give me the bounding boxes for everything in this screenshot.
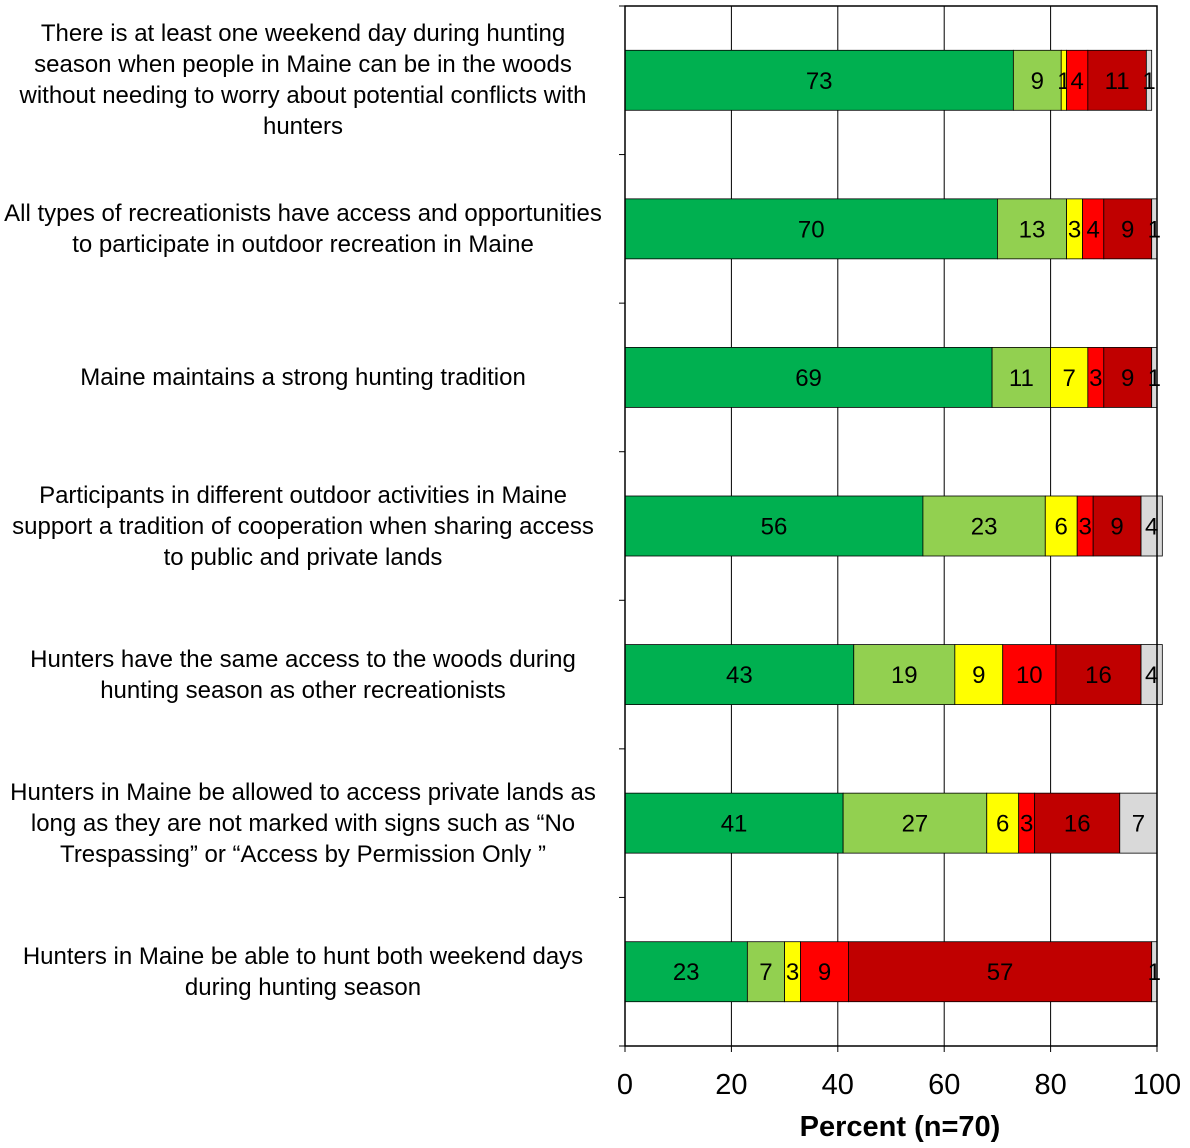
bar-segment bbox=[997, 198, 1067, 260]
bar-series: 73 9 1 4 11 170 13 3 4 9 169 11 7 3 9 156 23 6 3 9 443 19 9 10 1… bbox=[624, 49, 1163, 1003]
category-label: All types of recreationists have access … bbox=[4, 199, 602, 258]
category-label: Participants in different outdoor activi… bbox=[12, 481, 594, 571]
bar-segment bbox=[842, 792, 988, 854]
data-label: 19 bbox=[891, 662, 918, 689]
data-label: 56 bbox=[761, 514, 788, 541]
data-label: 43 bbox=[726, 662, 753, 689]
bar-segment bbox=[624, 49, 1014, 111]
data-label: 16 bbox=[1064, 811, 1091, 838]
data-label: 73 bbox=[806, 68, 833, 95]
data-label: 69 bbox=[795, 365, 822, 392]
data-label: 3 bbox=[1089, 365, 1102, 392]
data-label: 70 bbox=[798, 216, 825, 243]
bar-segment bbox=[1044, 495, 1078, 557]
bar-segment bbox=[954, 644, 1004, 705]
data-label: 3 bbox=[1079, 514, 1092, 541]
category-label: Hunters have the same access to the wood… bbox=[30, 645, 576, 704]
data-label: 4 bbox=[1071, 68, 1084, 95]
bar-segment bbox=[1055, 644, 1142, 705]
category-label: Hunters in Maine be able to hunt both we… bbox=[22, 942, 584, 1001]
data-label: 4 bbox=[1086, 216, 1099, 243]
data-label: 9 bbox=[1110, 514, 1123, 541]
data-label: 3 bbox=[1068, 216, 1081, 243]
data-label: 3 bbox=[786, 959, 799, 986]
x-tick-label: 0 bbox=[617, 1069, 633, 1101]
bar-segment bbox=[1002, 644, 1057, 705]
data-label: 1 bbox=[1148, 365, 1161, 392]
data-label: 9 bbox=[818, 959, 831, 986]
data-label: 9 bbox=[1031, 68, 1044, 95]
x-tick-label: 60 bbox=[928, 1069, 960, 1101]
data-label: 23 bbox=[673, 959, 700, 986]
bar-segment bbox=[1012, 49, 1062, 111]
bar-segment bbox=[1087, 49, 1147, 111]
category-label: Hunters in Maine be allowed to access pr… bbox=[10, 778, 596, 868]
data-label: 1 bbox=[1148, 959, 1161, 986]
bar-segment bbox=[1103, 347, 1153, 408]
data-label: 11 bbox=[1105, 68, 1130, 95]
bar-segment bbox=[624, 644, 855, 705]
data-label: 4 bbox=[1145, 514, 1158, 541]
plot-frame bbox=[624, 5, 1158, 1047]
data-label: 23 bbox=[971, 514, 998, 541]
bar-segment bbox=[1034, 792, 1121, 854]
bar-segment bbox=[991, 347, 1052, 408]
data-label: 9 bbox=[1121, 365, 1134, 392]
bar-segment bbox=[624, 941, 748, 1003]
bar-segment bbox=[848, 941, 1153, 1003]
x-tick-labels: 0 20 40 60 80 100 bbox=[617, 1069, 1181, 1101]
bar-segment bbox=[986, 792, 1020, 854]
data-label: 7 bbox=[759, 959, 772, 986]
bar-segment bbox=[746, 941, 785, 1003]
axes bbox=[619, 5, 1158, 1052]
data-label: 3 bbox=[1020, 811, 1033, 838]
x-tick-label: 80 bbox=[1034, 1069, 1066, 1101]
data-label: 7 bbox=[1132, 811, 1145, 838]
data-label: 1 bbox=[1142, 68, 1155, 95]
bar-segment bbox=[1103, 198, 1153, 260]
data-label: 16 bbox=[1085, 662, 1112, 689]
data-label: 41 bbox=[721, 811, 748, 838]
data-label: 6 bbox=[1055, 514, 1068, 541]
x-tick-label: 40 bbox=[822, 1069, 854, 1101]
data-label: 7 bbox=[1063, 365, 1076, 392]
x-tick-label: 100 bbox=[1133, 1069, 1181, 1101]
data-label: 27 bbox=[902, 811, 929, 838]
data-label: 11 bbox=[1009, 365, 1034, 392]
data-label: 4 bbox=[1145, 662, 1158, 689]
bar-segment bbox=[1119, 792, 1158, 854]
category-label: There is at least one weekend day during… bbox=[19, 20, 587, 141]
bar-segment bbox=[624, 198, 998, 260]
data-label: 9 bbox=[1121, 216, 1134, 243]
data-label: 13 bbox=[1019, 216, 1046, 243]
data-label: 10 bbox=[1016, 662, 1043, 689]
data-label: 1 bbox=[1148, 216, 1161, 243]
x-axis-title: Percent (n=70) bbox=[799, 1111, 1001, 1143]
bar-segment bbox=[624, 792, 844, 854]
bar-segment bbox=[1050, 347, 1089, 408]
bar-segment bbox=[853, 644, 956, 705]
bar-segment bbox=[1145, 49, 1153, 111]
data-label: 6 bbox=[996, 811, 1009, 838]
x-tick-label: 20 bbox=[715, 1069, 747, 1101]
data-label: 9 bbox=[972, 662, 985, 689]
bar-segment bbox=[1092, 495, 1142, 557]
bar-segment bbox=[922, 495, 1046, 557]
category-label: Maine maintains a strong hunting traditi… bbox=[80, 363, 526, 391]
data-label: 57 bbox=[987, 959, 1014, 986]
